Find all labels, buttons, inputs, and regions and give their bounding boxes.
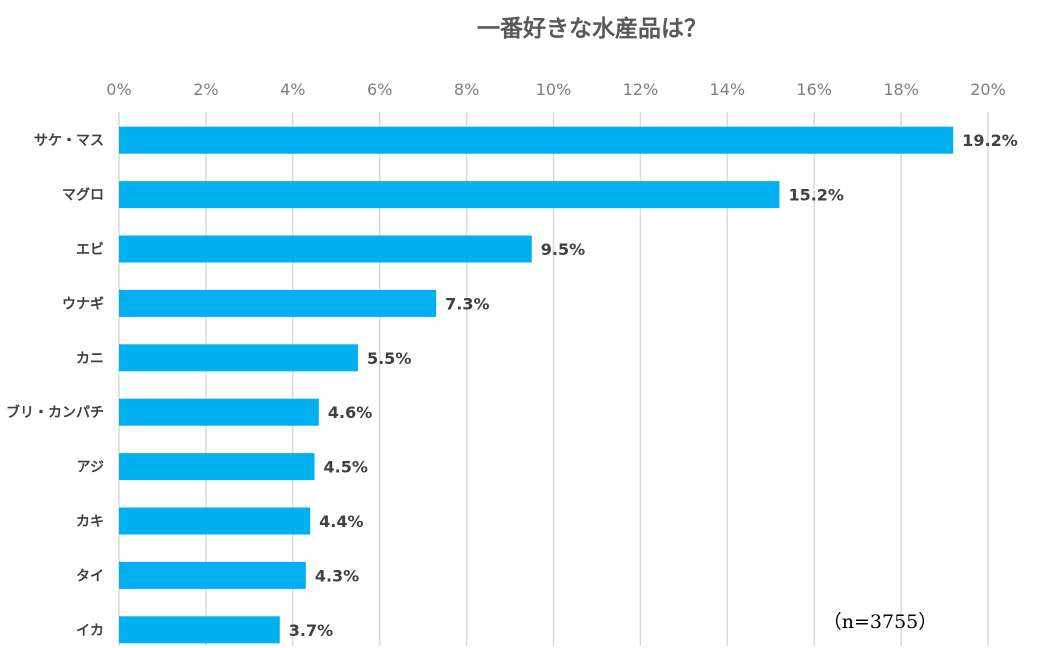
x-tick-label: 4% xyxy=(280,80,305,99)
value-label: 3.7% xyxy=(289,621,333,640)
bar xyxy=(119,616,280,644)
value-label: 4.6% xyxy=(328,403,372,422)
category-label: マグロ xyxy=(62,187,104,204)
category-label: カニ xyxy=(76,351,104,367)
value-label: 15.2% xyxy=(788,186,844,205)
x-tick-label: 6% xyxy=(367,80,392,99)
bar xyxy=(119,235,532,263)
value-label: 9.5% xyxy=(541,240,585,259)
category-label: アジ xyxy=(77,460,104,476)
value-labels: 19.2% 15.2% 9.5% 7.3% 5.5% 4.6% 4.5% 4.4% 4.3% 3.… xyxy=(289,131,1018,640)
bar xyxy=(119,344,358,372)
x-tick-label: 18% xyxy=(883,80,919,99)
x-tick-label: 8% xyxy=(454,80,479,99)
value-label: 4.3% xyxy=(315,566,359,585)
category-label: サケ・マス xyxy=(34,133,104,149)
value-label: 4.5% xyxy=(324,458,368,477)
value-label: 5.5% xyxy=(367,349,411,368)
category-label: ブリ・カンパチ xyxy=(6,404,104,421)
x-tick-label: 14% xyxy=(710,80,746,99)
value-label: 4.4% xyxy=(319,512,363,531)
x-tick-label: 16% xyxy=(796,80,832,99)
sample-size-note: （n=3755） xyxy=(823,611,938,633)
bar xyxy=(119,453,315,481)
chart-title: 一番好きな水産品は？ xyxy=(477,15,707,42)
x-axis-ticks: 0% 2% 4% 6% 8% 10% 12% 14% 16% 18% 20% xyxy=(106,80,1005,99)
bar xyxy=(119,181,780,209)
category-label: カキ xyxy=(76,514,104,530)
x-tick-label: 12% xyxy=(623,80,659,99)
x-tick-label: 0% xyxy=(106,80,131,99)
x-tick-label: 20% xyxy=(970,80,1006,99)
value-label: 19.2% xyxy=(962,131,1018,150)
bar xyxy=(119,398,319,426)
bar xyxy=(119,289,437,317)
bars xyxy=(119,126,954,644)
category-label: タイ xyxy=(76,568,104,584)
bar xyxy=(119,507,311,535)
category-label: エビ xyxy=(76,242,104,258)
x-tick-label: 2% xyxy=(193,80,218,99)
bar xyxy=(119,561,306,589)
x-tick-label: 10% xyxy=(536,80,572,99)
category-label: イカ xyxy=(76,623,104,639)
category-label: ウナギ xyxy=(62,295,104,312)
bar xyxy=(119,126,954,154)
value-label: 7.3% xyxy=(445,294,489,313)
